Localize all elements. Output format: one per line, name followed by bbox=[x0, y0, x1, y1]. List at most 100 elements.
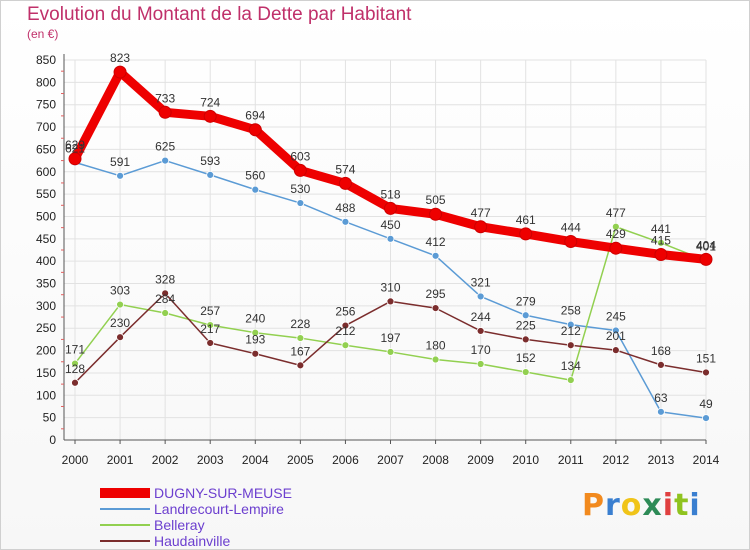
data-point bbox=[476, 292, 485, 301]
data-point bbox=[68, 152, 82, 166]
y-tick-label: 300 bbox=[36, 299, 56, 313]
x-tick-label: 2009 bbox=[467, 453, 494, 467]
data-label: 444 bbox=[561, 221, 581, 235]
data-label: 621 bbox=[65, 141, 85, 155]
data-point bbox=[431, 251, 440, 260]
data-label: 560 bbox=[245, 169, 265, 183]
data-label: 258 bbox=[561, 304, 581, 318]
x-tick-label: 2011 bbox=[558, 453, 584, 467]
data-label: 63 bbox=[654, 391, 668, 405]
data-point bbox=[251, 328, 260, 337]
chart-title: Evolution du Montant de la Dette par Hab… bbox=[27, 4, 412, 25]
data-point bbox=[566, 376, 575, 384]
data-label: 134 bbox=[561, 359, 581, 373]
x-tick-label: 2001 bbox=[107, 453, 134, 467]
data-point bbox=[341, 341, 350, 350]
data-label: 415 bbox=[651, 233, 671, 247]
x-tick-label: 2008 bbox=[422, 453, 449, 467]
data-point bbox=[702, 414, 710, 422]
y-tick-label: 50 bbox=[43, 411, 57, 425]
data-point bbox=[341, 321, 350, 330]
data-point bbox=[611, 222, 620, 231]
data-point bbox=[158, 105, 172, 119]
data-label: 212 bbox=[561, 324, 581, 338]
x-tick-label: 2003 bbox=[197, 453, 224, 467]
data-label: 328 bbox=[155, 272, 175, 286]
legend-swatch bbox=[100, 524, 150, 526]
data-point bbox=[206, 321, 215, 330]
data-label: 171 bbox=[65, 343, 85, 357]
data-point bbox=[71, 378, 79, 387]
data-point bbox=[429, 207, 443, 221]
y-tick-label: 650 bbox=[36, 142, 56, 156]
data-point bbox=[248, 123, 262, 137]
data-label: 256 bbox=[335, 305, 355, 319]
data-point bbox=[431, 304, 440, 313]
tick-labels: 0 50 100 150 200 250 300 350 400 450 500 550 600 650 7… bbox=[36, 53, 720, 467]
data-point bbox=[296, 361, 305, 370]
y-tick-label: 600 bbox=[36, 165, 56, 179]
data-label: 295 bbox=[426, 287, 446, 301]
data-label: 733 bbox=[155, 91, 175, 105]
data-label: 441 bbox=[651, 222, 671, 236]
y-tick-label: 750 bbox=[36, 98, 56, 112]
data-point bbox=[474, 220, 488, 234]
data-point bbox=[657, 407, 665, 416]
data-point bbox=[386, 234, 395, 243]
data-point bbox=[116, 300, 124, 309]
x-tick-label: 2010 bbox=[512, 453, 539, 467]
logo-letter: P bbox=[582, 488, 605, 523]
data-label: 321 bbox=[471, 275, 491, 289]
data-label: 603 bbox=[290, 149, 310, 163]
data-point bbox=[206, 170, 215, 179]
data-label: 574 bbox=[335, 162, 355, 176]
axes bbox=[61, 54, 707, 444]
data-point bbox=[521, 368, 530, 376]
data-label: 303 bbox=[110, 284, 130, 298]
data-label: 591 bbox=[110, 155, 130, 169]
x-tick-label: 2000 bbox=[62, 453, 89, 467]
x-tick-label: 2005 bbox=[287, 453, 314, 467]
legend-swatch bbox=[100, 540, 150, 542]
data-label: 593 bbox=[200, 154, 220, 168]
data-label: 244 bbox=[471, 310, 491, 324]
data-label: 477 bbox=[471, 206, 491, 220]
y-tick-label: 150 bbox=[36, 366, 56, 380]
data-label: 152 bbox=[516, 351, 536, 365]
y-tick-label: 800 bbox=[36, 75, 56, 89]
x-tick-label: 2002 bbox=[152, 453, 179, 467]
data-label: 212 bbox=[335, 324, 355, 338]
data-point bbox=[521, 335, 530, 344]
data-label: 279 bbox=[516, 294, 536, 308]
data-label: 180 bbox=[426, 339, 446, 353]
data-point bbox=[206, 339, 215, 347]
data-label: 488 bbox=[335, 201, 355, 215]
proxiti-logo: Proxiti bbox=[582, 488, 701, 523]
legend-label: Belleray bbox=[154, 517, 205, 533]
x-tick-label: 2007 bbox=[377, 453, 404, 467]
data-point bbox=[519, 227, 533, 241]
data-label: 168 bbox=[651, 344, 671, 358]
logo-letter: t bbox=[674, 488, 690, 523]
data-label: 404 bbox=[696, 238, 716, 252]
data-point bbox=[116, 171, 124, 180]
legend-swatch bbox=[100, 488, 150, 498]
data-point bbox=[702, 368, 710, 377]
data-point bbox=[293, 163, 307, 177]
data-label: 225 bbox=[516, 318, 536, 332]
data-point bbox=[203, 109, 217, 123]
data-point bbox=[116, 333, 124, 342]
data-label: 310 bbox=[380, 280, 400, 294]
data-label: 477 bbox=[606, 206, 626, 220]
data-point bbox=[657, 238, 665, 247]
data-point bbox=[657, 360, 665, 369]
logo-letter: i bbox=[689, 488, 701, 523]
logo-letter: i bbox=[662, 488, 675, 523]
data-point bbox=[251, 185, 260, 194]
data-label: 193 bbox=[245, 333, 265, 347]
data-point bbox=[296, 199, 305, 207]
data-label: 694 bbox=[245, 109, 265, 123]
y-tick-label: 700 bbox=[36, 120, 56, 134]
